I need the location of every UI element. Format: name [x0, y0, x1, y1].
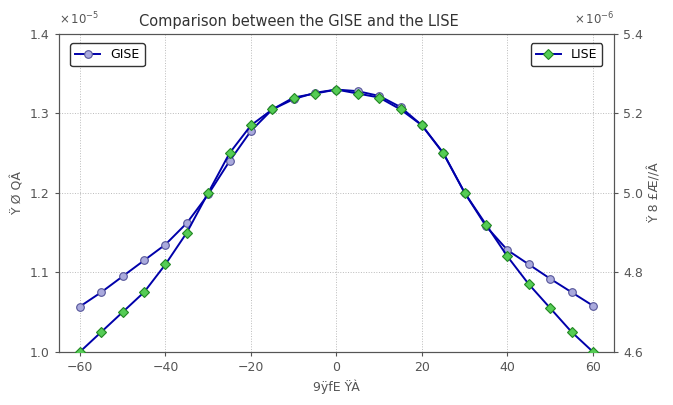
GISE	[503, 248, 511, 253]
Text: $\times\,10^{-5}$: $\times\,10^{-5}$	[59, 11, 99, 28]
GISE	[204, 192, 212, 197]
Line: GISE: GISE	[76, 86, 597, 310]
Legend: LISE: LISE	[531, 43, 602, 66]
LISE	[289, 95, 297, 100]
Y-axis label: Ÿ 8 £Æ//Â: Ÿ 8 £Æ//Â	[649, 162, 662, 223]
Y-axis label: Ÿ Ø QÂ: Ÿ Ø QÂ	[11, 171, 24, 215]
LISE	[247, 123, 255, 128]
LISE	[98, 330, 106, 335]
LISE	[396, 107, 404, 112]
GISE	[332, 87, 341, 92]
LISE	[162, 262, 170, 267]
LISE	[589, 350, 597, 354]
GISE	[354, 89, 362, 94]
GISE	[311, 90, 319, 95]
GISE	[225, 159, 234, 164]
LISE	[225, 151, 234, 156]
GISE	[482, 224, 490, 229]
Text: Comparison between the GISE and the LISE: Comparison between the GISE and the LISE	[139, 14, 459, 29]
GISE	[247, 128, 255, 133]
LISE	[332, 87, 341, 92]
LISE	[311, 91, 319, 96]
LISE	[183, 230, 191, 235]
LISE	[140, 290, 148, 294]
GISE	[76, 304, 84, 309]
GISE	[525, 262, 533, 267]
LISE	[482, 222, 490, 227]
LISE	[439, 151, 448, 156]
Line: LISE: LISE	[76, 86, 597, 356]
GISE	[162, 242, 170, 247]
GISE	[140, 258, 148, 263]
GISE	[546, 276, 555, 281]
LISE	[354, 91, 362, 96]
GISE	[418, 123, 426, 128]
GISE	[396, 104, 404, 109]
GISE	[183, 221, 191, 226]
LISE	[204, 190, 212, 195]
GISE	[269, 107, 277, 112]
GISE	[589, 303, 597, 308]
LISE	[118, 310, 127, 315]
LISE	[460, 190, 468, 195]
LISE	[375, 95, 383, 100]
GISE	[118, 274, 127, 279]
LISE	[525, 282, 533, 287]
LISE	[546, 306, 555, 311]
GISE	[375, 94, 383, 98]
GISE	[460, 190, 468, 195]
LISE	[418, 123, 426, 128]
GISE	[567, 290, 575, 294]
GISE	[439, 151, 448, 156]
LISE	[503, 254, 511, 259]
LISE	[269, 107, 277, 112]
LISE	[76, 350, 84, 354]
X-axis label: 9ÿfE ŸÀ: 9ÿfE ŸÀ	[313, 379, 360, 394]
Text: $\times\,10^{-6}$: $\times\,10^{-6}$	[574, 11, 614, 28]
GISE	[289, 97, 297, 102]
GISE	[98, 290, 106, 294]
LISE	[567, 330, 575, 335]
